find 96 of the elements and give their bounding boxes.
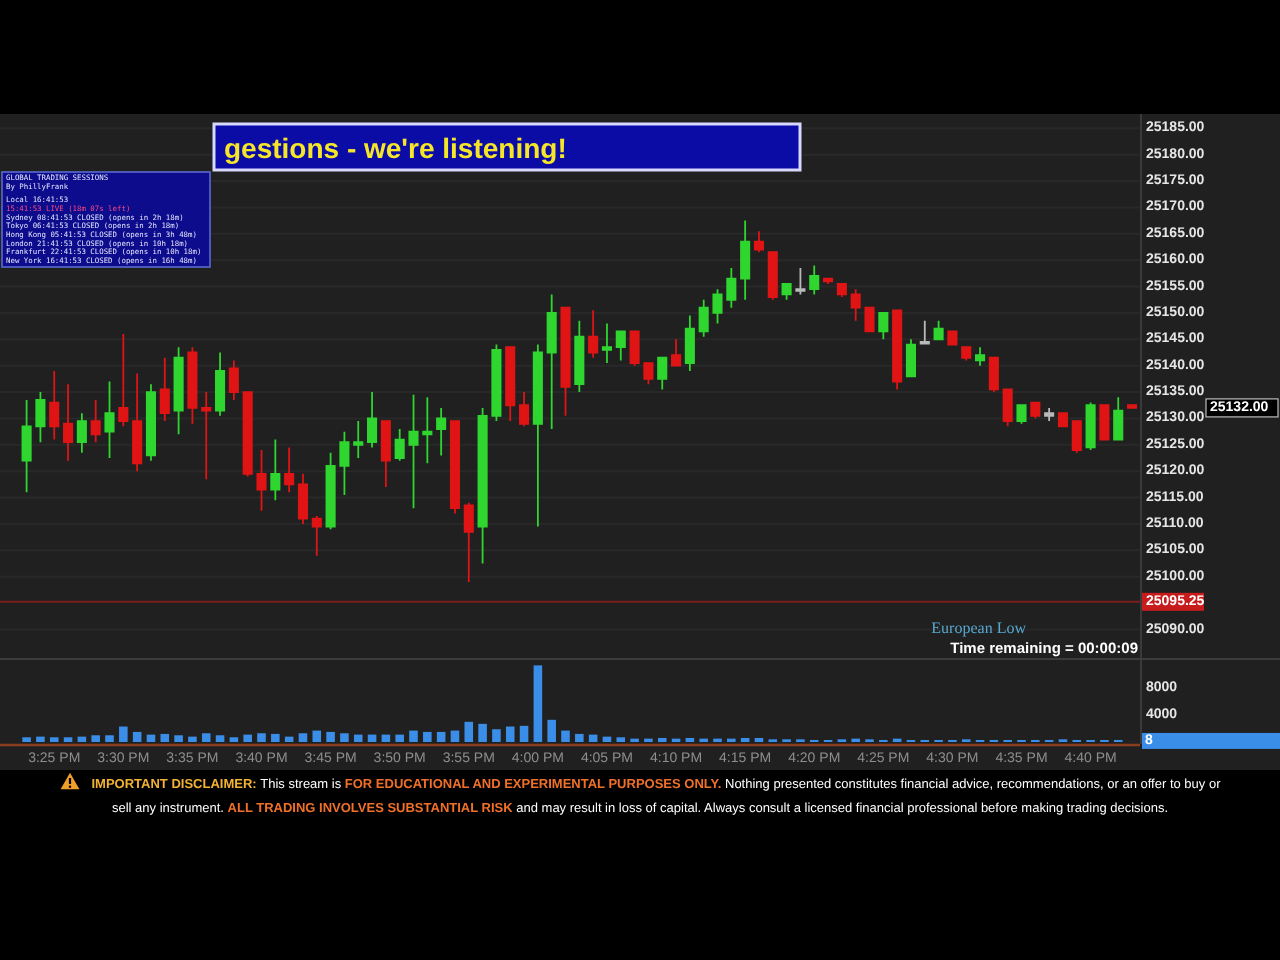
candlestick [49,370,60,441]
candlestick [836,283,847,298]
candlestick [961,346,972,362]
candlestick [297,472,309,525]
candlestick [1044,407,1055,422]
candlestick [436,407,447,457]
bar [533,665,543,742]
bar [132,731,142,742]
candlestick [201,391,212,481]
candlestick [878,312,889,341]
bar [478,723,487,742]
bar [423,731,432,742]
bar [436,731,446,742]
candlestick [601,322,613,364]
bar [340,733,349,742]
candlestick [132,372,143,473]
candlestick [1085,401,1096,452]
candlestick [463,501,474,583]
candlestick [947,330,958,346]
bar [450,730,460,742]
bar [395,734,404,742]
candlestick [1030,401,1041,420]
candlestick [546,293,557,430]
bar [298,733,308,742]
candlestick [684,314,695,372]
bar [492,729,501,742]
candlestick [919,319,930,346]
bar [353,734,363,742]
candlestick [905,338,917,378]
candlestick [532,343,543,528]
candlestick [519,391,530,428]
candlestick [615,330,626,362]
bar [312,730,322,742]
candlestick [933,319,944,341]
candlestick [173,346,184,436]
candlestick [740,219,751,301]
candlestick [118,333,129,428]
candlestick [657,356,668,391]
bar [91,735,100,742]
candlestick [809,264,820,296]
candlestick [353,420,364,459]
candlestick [781,283,792,301]
candlestick [159,356,170,422]
candlestick [76,412,87,454]
bar [174,735,183,742]
candlestick [1057,412,1069,428]
candlestick [380,420,391,488]
candlestick [505,346,516,422]
candlestick [560,306,571,417]
bar [160,733,170,742]
candlestick [823,277,834,285]
candlestick [1099,404,1110,441]
candlestick [1002,388,1013,428]
candlestick [145,383,157,462]
candlestick [187,346,198,425]
candlestick [795,267,806,296]
bar [119,726,128,742]
candlestick [270,438,281,502]
candlestick [228,359,239,401]
bar [326,731,335,742]
candlestick [671,338,682,367]
bar [409,730,418,742]
candlestick [767,251,778,301]
bar [215,735,225,742]
candlestick [215,351,226,417]
candlestick [90,399,101,444]
bar [464,721,474,742]
bar [561,730,570,742]
bar [36,736,45,742]
candlestick [1113,396,1124,441]
bar [188,736,197,742]
bar [505,726,515,742]
candlestick [63,383,74,462]
candlestick [892,309,903,391]
candlestick [1071,420,1082,454]
bar [575,733,584,742]
candlestick [988,356,999,393]
candlestick [574,319,585,393]
bar [105,735,114,742]
candlestick [1016,404,1027,425]
candlestick [588,309,599,359]
candlestick [975,346,986,367]
candlestick [367,391,378,449]
bar [243,734,252,742]
ref-line-label: European Low [931,618,1027,637]
bar [519,725,529,742]
bar [257,733,266,742]
candlestick [449,420,461,515]
bar [201,733,211,742]
candlestick [311,515,322,557]
annotation: gestions - we're listening! [224,132,567,164]
candlestick [753,230,765,254]
candlestick [104,380,115,459]
bar [547,719,556,742]
candlestick [284,446,295,494]
bar [271,733,280,742]
